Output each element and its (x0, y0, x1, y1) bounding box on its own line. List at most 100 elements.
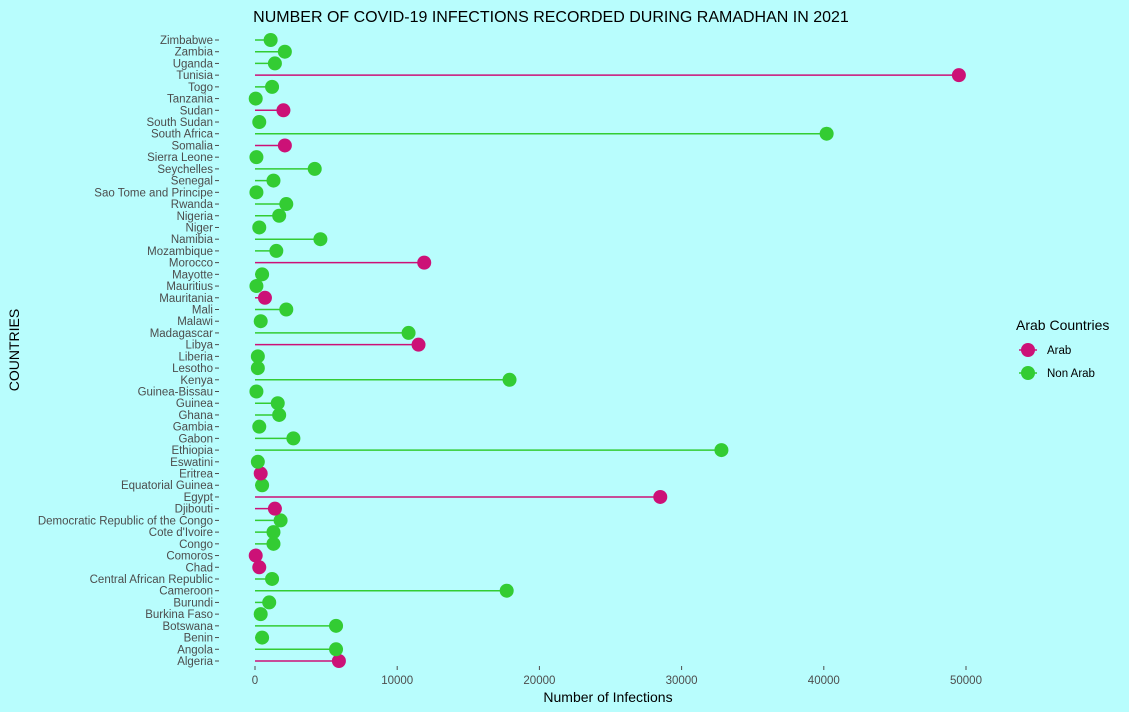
y-tick-label: Gambia (173, 422, 214, 434)
y-tick-label: Botswana (162, 621, 213, 633)
lollipop-dot (279, 302, 294, 317)
y-tick-label: Guinea (176, 398, 214, 410)
lollipop-dot (267, 56, 282, 71)
lollipop-dot (272, 208, 287, 223)
y-tick-label: Gabon (178, 433, 213, 445)
y-tick-label: Ghana (178, 410, 213, 422)
lollipop-dot (249, 279, 264, 294)
lollipop-dot (250, 454, 265, 469)
y-tick-label: Angola (177, 644, 213, 656)
y-tick-label: Central African Republic (90, 574, 214, 586)
y-tick-label: Chad (186, 562, 214, 574)
y-tick-label: Ethiopia (171, 445, 213, 457)
lollipop-dot (272, 407, 287, 422)
y-tick-label: Congo (179, 539, 213, 551)
y-tick-label: Tunisia (176, 70, 213, 82)
y-tick-label: Malawi (177, 316, 213, 328)
lollipop-dot (252, 419, 267, 434)
lollipop-dot (252, 220, 267, 235)
y-tick-label: Togo (188, 82, 213, 94)
lollipop-dot (249, 384, 264, 399)
x-tick-label: 0 (252, 675, 258, 687)
lollipop-dot (266, 525, 281, 540)
x-axis: 0 10000 20000 30000 40000 50000 (252, 666, 982, 687)
y-tick-label: South Africa (151, 129, 214, 141)
legend: Arab Countries Arab Non Arab (1016, 317, 1109, 380)
lollipop-dot (248, 91, 263, 106)
lollipop-dot (252, 560, 267, 575)
lollipop-stems (255, 39, 959, 662)
y-tick-label: Liberia (178, 351, 213, 363)
y-tick-label: Zambia (175, 47, 214, 59)
lollipop-dot (277, 44, 292, 59)
y-tick-label: Sudan (180, 105, 213, 117)
x-tick-label: 50000 (950, 675, 982, 687)
lollipop-dot (257, 290, 272, 305)
y-tick-label: Sao Tome and Principe (94, 187, 213, 199)
lollipop-dot (255, 630, 270, 645)
y-tick-label: Sierra Leone (147, 152, 213, 164)
legend-items: Arab Non Arab (1019, 343, 1095, 380)
y-tick-label: Zimbabwe (160, 35, 213, 47)
y-tick-label: Morocco (169, 258, 213, 270)
lollipop-dot (248, 548, 263, 563)
lollipop-dot (273, 513, 288, 528)
lollipop-dot (819, 126, 834, 141)
lollipop-dot (267, 501, 282, 516)
y-tick-label: Mauritania (159, 293, 213, 305)
lollipop-dot (253, 607, 268, 622)
y-tick-label: Lesotho (172, 363, 213, 375)
y-axis-ticks (215, 39, 219, 662)
lollipop-dot (331, 654, 346, 668)
lollipop-dot (266, 536, 281, 551)
y-tick-label: Cameroon (159, 586, 213, 598)
x-tick-label: 20000 (523, 675, 555, 687)
y-tick-label: Mayotte (172, 269, 213, 281)
y-tick-label: Madagascar (150, 328, 213, 340)
lollipop-dot (270, 396, 285, 411)
lollipop-dot (653, 489, 668, 504)
lollipop-dot (265, 79, 280, 94)
x-tick-label: 10000 (381, 675, 413, 687)
lollipop-dot (951, 68, 966, 83)
y-tick-label: Niger (186, 222, 214, 234)
lollipop-dot (401, 325, 416, 340)
y-tick-label: Kenya (180, 375, 213, 387)
lollipop-dot (499, 583, 514, 598)
lollipop-dot (253, 466, 268, 481)
x-axis-title: Number of Infections (543, 689, 672, 705)
x-tick-label: 30000 (666, 675, 698, 687)
y-tick-label: Namibia (171, 234, 214, 246)
y-tick-label: Djibouti (175, 504, 213, 516)
y-tick-label: Uganda (173, 58, 214, 70)
lollipop-dot (249, 150, 264, 165)
y-tick-label: Eswatini (170, 457, 213, 469)
y-tick-label: Guinea-Bissau (138, 387, 213, 399)
y-tick-label: Nigeria (177, 211, 214, 223)
y-tick-label: Mauritius (166, 281, 213, 293)
lollipop-dot (714, 443, 729, 458)
legend-label: Non Arab (1047, 368, 1095, 380)
lollipop-dot (417, 255, 432, 270)
lollipop-dots (248, 33, 966, 668)
lollipop-dot (266, 173, 281, 188)
lollipop-dot (276, 103, 291, 118)
y-tick-label: Somalia (171, 140, 213, 152)
legend-key-dot (1021, 366, 1035, 380)
lollipop-dot (411, 337, 426, 352)
y-tick-label: Algeria (177, 656, 213, 668)
legend-key-dot (1021, 343, 1035, 357)
lollipop-dot (269, 243, 284, 258)
y-tick-label: Mali (192, 304, 213, 316)
lollipop-dot (286, 431, 301, 446)
y-tick-label: Senegal (171, 176, 213, 188)
y-tick-label: Rwanda (171, 199, 214, 211)
lollipop-dot (249, 185, 264, 200)
y-axis-title: COUNTRIES (6, 309, 22, 391)
x-tick-label: 40000 (808, 675, 840, 687)
lollipop-dot (502, 372, 517, 387)
legend-label: Arab (1047, 345, 1071, 357)
lollipop-dot (252, 115, 267, 130)
y-tick-label: Mozambique (147, 246, 213, 258)
